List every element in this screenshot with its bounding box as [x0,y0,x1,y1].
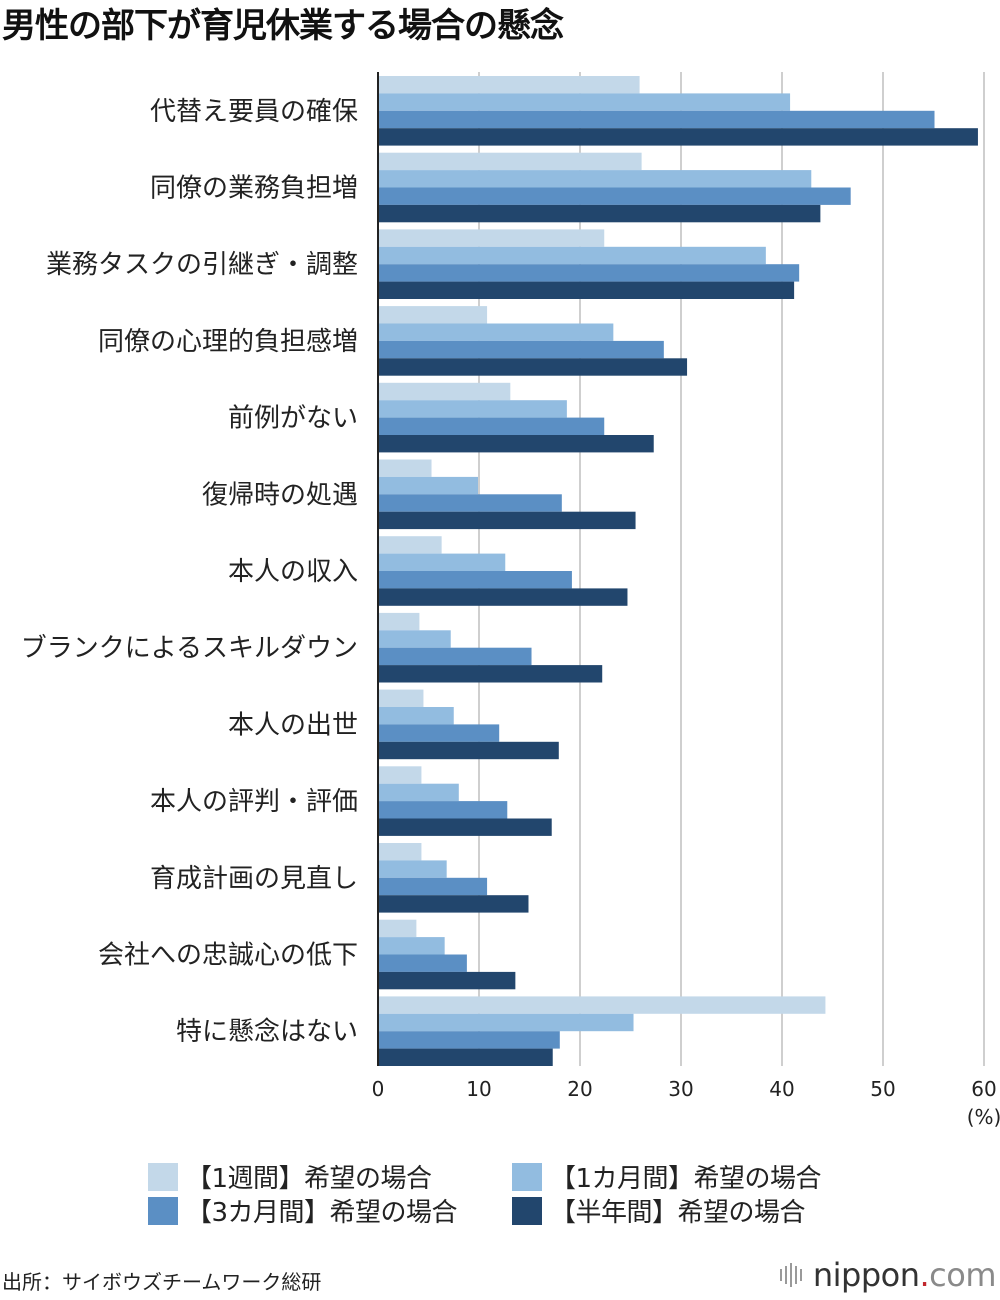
bar-chart: 代替え要員の確保同僚の業務負担増業務タスクの引継ぎ・調整同僚の心理的負担感増前例… [21,72,1000,1129]
bar [378,895,529,913]
bar [378,417,605,435]
bar [378,996,826,1014]
category-label: 育成計画の見直し [150,864,358,894]
bar [378,1031,560,1049]
bar [378,818,552,836]
bar [378,588,628,606]
bar [378,358,688,376]
category-label: 同僚の心理的負担感増 [98,327,358,357]
bar [378,937,445,955]
category-label: 本人の収入 [228,557,358,587]
bar [378,170,812,188]
bar [378,204,821,223]
bar [378,971,516,990]
bar [378,459,432,477]
bar [378,110,935,129]
bar [378,783,459,802]
logo-name: nippon [812,1256,920,1294]
bar [378,187,851,205]
bar [378,665,603,683]
legend-swatch-3months [148,1196,178,1225]
category-label: 復帰時の処遇 [202,480,358,510]
bar [378,306,488,324]
logo-tld: com [929,1256,996,1294]
bar [378,801,508,819]
x-tick-label: 30 [668,1077,693,1101]
bar [378,860,447,878]
legend-swatch-1month [512,1162,542,1191]
bar [378,1048,553,1066]
category-label: 業務タスクの引継ぎ・調整 [46,250,358,280]
bar [378,476,478,495]
x-tick-label: 50 [870,1077,895,1101]
x-tick-label: 60 [971,1077,996,1101]
nippon-logo[interactable]: nippon.com [779,1256,997,1294]
bar [378,229,605,247]
chart-title: 男性の部下が育児休業する場合の懸念 [2,6,564,46]
bar [378,400,567,418]
category-label: 会社への忠誠心の低下 [98,941,358,971]
category-label: ブランクによるスキルダウン [21,634,358,664]
bar [378,571,572,589]
category-label: 本人の出世 [228,710,358,740]
bar [378,382,511,401]
bar [378,919,417,938]
legend-label-3months: 【3カ月間】希望の場合 [186,1198,458,1228]
bar [378,128,978,146]
bar [378,1013,634,1032]
bar [378,766,422,784]
bar [378,707,454,725]
logo-wordmark: nippon.com [812,1256,997,1294]
legend-item-halfyear: 【半年間】希望の場合 [512,1192,806,1229]
bar [378,494,562,512]
legend: 【1週間】希望の場合 【1カ月間】希望の場合 【3カ月間】希望の場合 【半年間】… [148,1158,848,1228]
bar [378,724,500,742]
legend-item-3months: 【3カ月間】希望の場合 [148,1192,458,1229]
category-label: 前例がない [228,404,358,434]
x-tick-label: 10 [466,1077,491,1101]
bar [378,536,442,554]
bar [378,152,642,171]
bar [378,954,467,972]
bar [378,877,488,896]
bar [378,647,532,666]
bar [378,281,795,299]
bar [378,323,614,341]
x-tick-label: 40 [769,1077,794,1101]
bar [378,843,422,861]
legend-item-1week: 【1週間】希望の場合 [148,1158,432,1195]
bar [378,612,420,631]
x-tick-label: 20 [567,1077,592,1101]
category-label: 同僚の業務負担増 [150,174,358,204]
legend-item-1month: 【1カ月間】希望の場合 [512,1158,822,1195]
logo-bars-icon [779,1263,805,1287]
category-label: 代替え要員の確保 [150,97,358,127]
x-unit-label: (%) [967,1105,1000,1129]
bar [378,264,800,282]
bar [378,435,654,453]
legend-swatch-1week [148,1162,178,1191]
x-tick-label: 0 [372,1077,385,1101]
legend-label-halfyear: 【半年間】希望の場合 [550,1198,806,1228]
legend-label-1week: 【1週間】希望の場合 [186,1164,432,1194]
legend-swatch-halfyear [512,1196,542,1225]
bar [378,630,451,648]
source-note: 出所：サイボウズチームワーク総研 [2,1270,322,1294]
bar [378,246,766,265]
bar [378,93,791,111]
category-label: 本人の評判・評価 [150,787,358,817]
bar [378,689,424,707]
legend-label-1month: 【1カ月間】希望の場合 [550,1164,822,1194]
logo-dot: . [919,1256,930,1294]
bar [378,553,506,571]
category-label: 特に懸念はない [176,1017,358,1047]
bar [378,511,636,530]
bar [378,76,640,94]
bar [378,741,559,760]
bar [378,340,664,359]
